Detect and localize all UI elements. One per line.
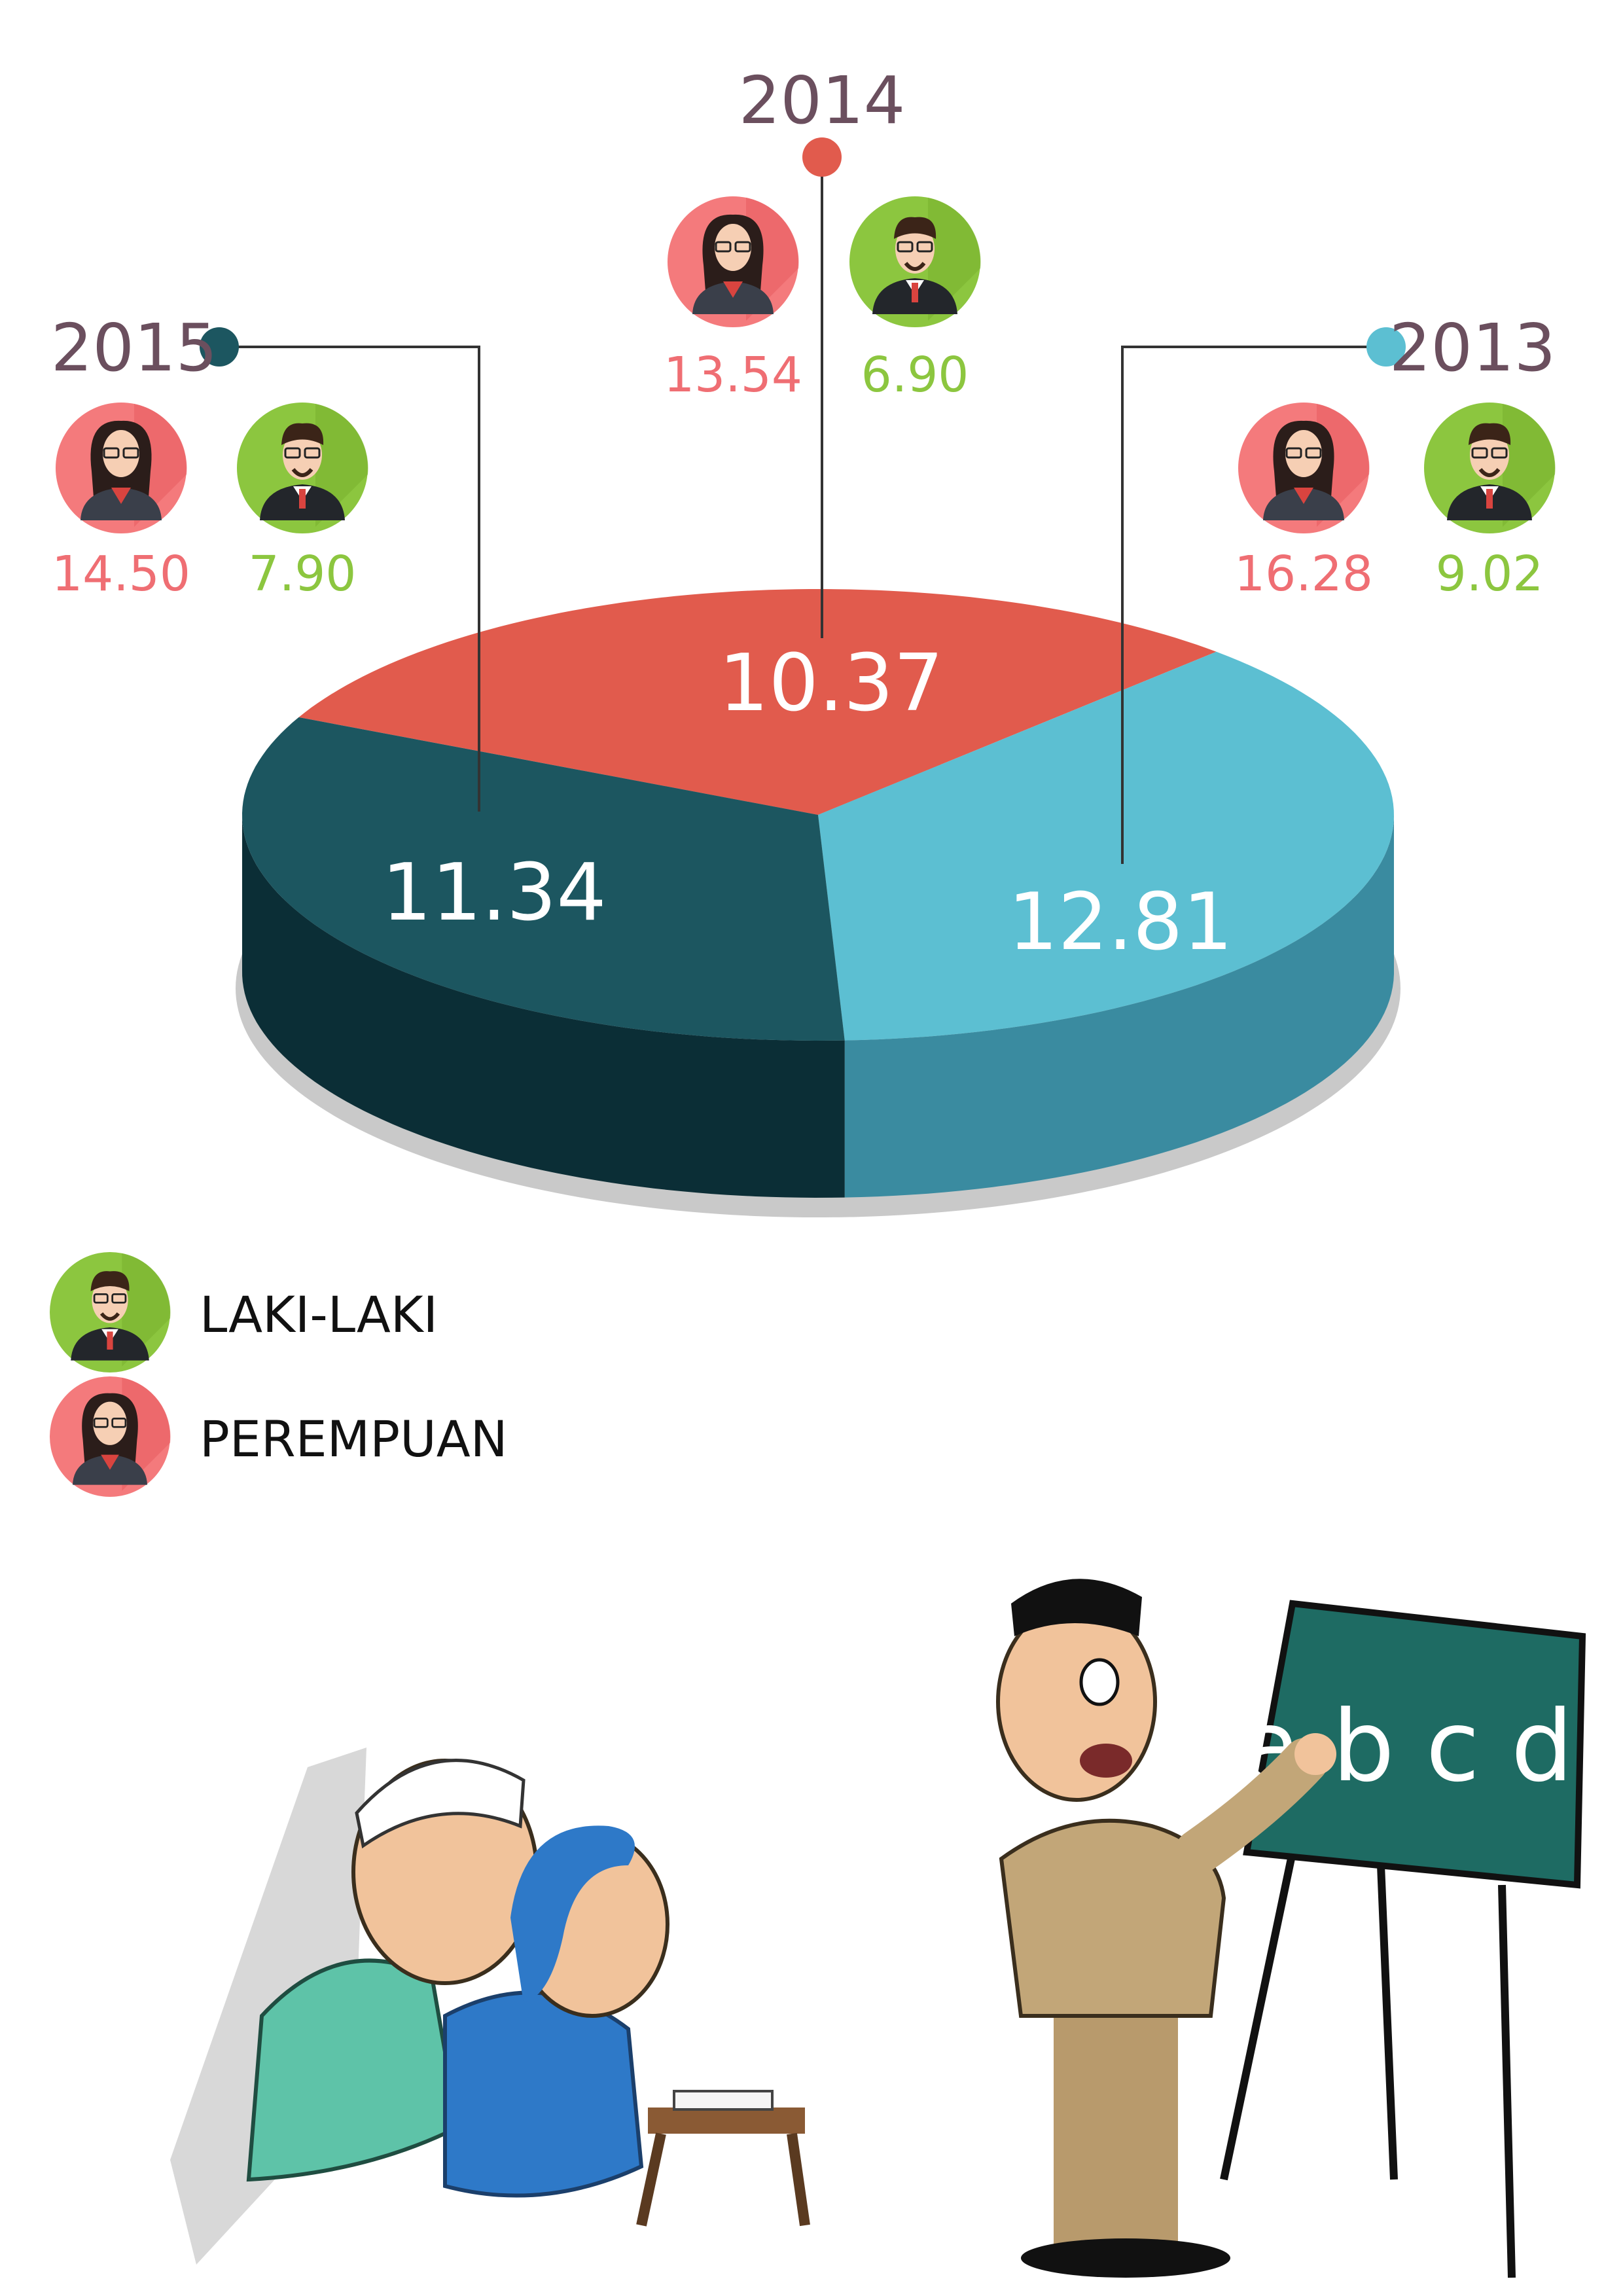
woman-avatar-icon-2014 (668, 196, 799, 327)
easel-leg-right (1498, 1884, 1516, 2278)
slice-label-2015: 11.34 (382, 848, 607, 939)
legend-woman-avatar-icon (50, 1376, 171, 1497)
slice-label-2014: 10.37 (719, 638, 944, 729)
teacher-figure (996, 1579, 1336, 2278)
legend-label-laki-laki: LAKI-LAKI (200, 1285, 438, 1344)
student2-headscarf (510, 1825, 635, 2003)
woman-avatar-icon-2015 (56, 403, 187, 533)
laki-value-2013: 9.02 (1436, 546, 1544, 602)
year-label-2014: 2014 (739, 62, 906, 139)
pie-slice-2014 (298, 589, 1217, 815)
avatar-group (56, 196, 1556, 533)
legend-label-perempuan: PEREMPUAN (200, 1410, 508, 1468)
pie-side-2013 (844, 817, 1394, 1198)
year-label-2015: 2015 (51, 310, 218, 386)
year-label-2013: 2013 (1389, 310, 1556, 386)
leader-dot-2014 (802, 137, 842, 177)
writing-desk (648, 2108, 805, 2134)
teacher-hand (1294, 1733, 1336, 1775)
leader-2015 (226, 346, 480, 812)
perempuan-value-2015: 14.50 (52, 546, 190, 602)
legend: LAKI-LAKI PEREMPUAN (50, 1252, 508, 1497)
illustration: a b c d (170, 1579, 1586, 2278)
man-avatar-icon-2014 (849, 196, 981, 327)
laki-value-2015: 7.90 (249, 546, 357, 602)
legend-man-avatar-icon (50, 1252, 171, 1372)
man-avatar-icon-2013 (1424, 403, 1556, 533)
perempuan-value-2014: 13.54 (664, 347, 802, 403)
teacher-mouth (1080, 1744, 1132, 1778)
leader-2013 (1121, 346, 1381, 864)
desk-leg-right (787, 2132, 810, 2227)
teacher-pointing-arm (1175, 1738, 1329, 1875)
teacher-cap (1011, 1579, 1142, 1636)
man-avatar-icon-2015 (237, 403, 368, 533)
perempuan-value-2013: 16.28 (1234, 546, 1373, 602)
student1-cap (355, 1759, 526, 1849)
teacher-body (999, 1818, 1226, 2018)
pie-side-2015 (242, 813, 845, 1198)
laki-value-2014: 6.90 (861, 347, 969, 403)
leader-dot-2015 (200, 327, 239, 367)
teacher-eye (1079, 1658, 1120, 1706)
woman-avatar-icon-2013 (1238, 403, 1370, 533)
slice-label-2013: 12.81 (1008, 877, 1233, 968)
leader-lines (200, 137, 1406, 864)
legend-icons (50, 1252, 171, 1497)
student-shadow (170, 1748, 366, 2265)
students-figure (170, 1748, 810, 2265)
easel-leg-mid (1377, 1865, 1398, 2180)
book (673, 2090, 774, 2111)
pie-slice-2013 (818, 651, 1394, 1041)
student2-body (443, 1990, 644, 2198)
teacher-shoes (1021, 2238, 1230, 2278)
pie-slice-2015 (242, 717, 845, 1041)
easel-leg-left (1220, 1851, 1296, 2181)
pie-chart (236, 589, 1400, 1217)
desk-leg-left (636, 2132, 666, 2227)
blackboard (1243, 1600, 1586, 1889)
leader-dot-2013 (1366, 327, 1406, 367)
